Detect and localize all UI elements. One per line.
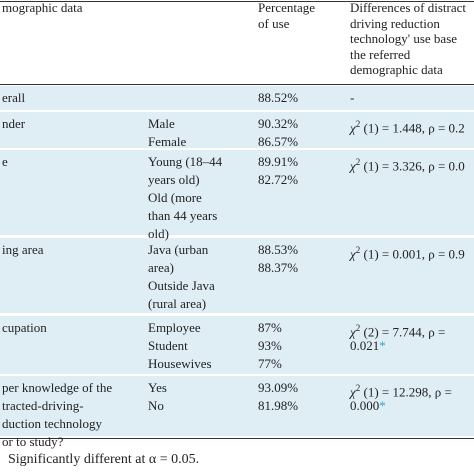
cell-text: Employee	[148, 320, 201, 335]
cell-text: Female	[148, 134, 187, 149]
row-band	[0, 238, 474, 313]
cell-text: ing area	[2, 242, 44, 257]
cell-text: No	[148, 398, 164, 413]
formula-sup: 2	[355, 383, 361, 393]
formula-symbol: χ	[350, 158, 356, 174]
cell-text: e	[2, 154, 8, 169]
cell-text: 77%	[258, 356, 282, 371]
cell-text: 88.37%	[258, 260, 299, 275]
cell-text: years old)	[148, 172, 200, 187]
cell-text: 88.52%	[258, 90, 299, 105]
cell-text: 90.32%	[258, 116, 299, 131]
formula-symbol: χ	[350, 324, 356, 340]
cell-text: χ2 (1) = 12.298, ρ =	[350, 380, 452, 400]
cell-text: demographic data	[350, 62, 443, 77]
formula-sup: 2	[355, 119, 361, 129]
cell-text: χ2 (1) = 0.001, ρ = 0.9	[350, 242, 465, 262]
cell-text: χ2 (2) = 7.744, ρ =	[350, 320, 445, 340]
cell-text: 87%	[258, 320, 282, 335]
formula-sup: 2	[355, 157, 361, 167]
cell-text: Java (urban	[148, 242, 209, 257]
cell-text: 86.57%	[258, 134, 299, 149]
formula-sup: 2	[355, 245, 361, 255]
cell-text: nder	[2, 116, 26, 131]
cell-text: Male	[148, 116, 175, 131]
cell-text: or to study?	[2, 434, 64, 449]
cell-text: mographic data	[2, 0, 83, 15]
formula-text: (1) = 3.326, ρ = 0.0	[360, 158, 465, 174]
significance-mark: *	[379, 398, 386, 413]
cell-text: per knowledge of the	[2, 380, 113, 395]
row-band	[0, 86, 474, 110]
cell-text: 82.72%	[258, 172, 299, 187]
cell-text: erall	[2, 90, 26, 105]
cell-text: Differences of distract	[350, 0, 466, 15]
cell-text: technology' use base	[350, 31, 458, 46]
cell-text: cupation	[2, 320, 47, 335]
footnote: Significantly different at α = 0.05.	[8, 452, 200, 467]
cell-text: 0.000*	[350, 398, 386, 414]
p-value: 0.000	[350, 398, 380, 413]
cell-text: Young (18–44	[148, 154, 223, 169]
cell-text: χ2 (1) = 1.448, ρ = 0.2	[350, 116, 465, 136]
row-band	[0, 112, 474, 148]
cell-text: 93%	[258, 338, 282, 353]
row-band	[0, 150, 474, 235]
cell-text: area)	[148, 260, 174, 275]
cell-text: of use	[258, 15, 290, 31]
cell-text: 89.91%	[258, 154, 299, 169]
cell-text: 93.09%	[258, 380, 299, 395]
cell-text: than 44 years	[148, 208, 218, 223]
cell-text: 88.53%	[258, 242, 299, 257]
cell-text: (rural area)	[148, 296, 207, 311]
top-rule	[0, 1, 474, 2]
cell-text: tracted-driving-	[2, 398, 84, 413]
cell-text: Outside Java	[148, 278, 215, 293]
formula-symbol: χ	[350, 120, 356, 136]
header-rule	[0, 84, 474, 85]
row-band	[0, 316, 474, 374]
cell-text: driving reduction	[350, 15, 440, 31]
cell-text: Old (more	[148, 190, 202, 205]
formula-text: (1) = 12.298, ρ =	[360, 384, 452, 400]
formula-text: (1) = 1.448, ρ = 0.2	[360, 120, 465, 136]
cell-text: -	[350, 90, 355, 105]
formula-text: (1) = 0.001, ρ = 0.9	[360, 246, 465, 262]
formula-symbol: χ	[350, 384, 356, 400]
formula-symbol: χ	[350, 246, 356, 262]
cell-text: duction technology	[2, 416, 103, 431]
cell-text: Percentage	[258, 0, 316, 15]
cell-text: χ2 (1) = 3.326, ρ = 0.0	[350, 154, 465, 174]
cell-text: Housewives	[148, 356, 212, 371]
significance-mark: *	[379, 338, 386, 353]
p-value: 0.021	[350, 338, 380, 353]
cell-text: Yes	[148, 380, 167, 395]
row-band	[0, 376, 474, 436]
cell-text: 0.021*	[350, 338, 386, 354]
bottom-rule	[0, 438, 474, 439]
formula-text: (2) = 7.744, ρ =	[360, 324, 446, 340]
cell-text: Student	[148, 338, 188, 353]
cell-text: the referred	[350, 46, 411, 62]
cell-text: 81.98%	[258, 398, 299, 413]
cell-text: old)	[148, 226, 169, 241]
formula-sup: 2	[355, 323, 361, 333]
